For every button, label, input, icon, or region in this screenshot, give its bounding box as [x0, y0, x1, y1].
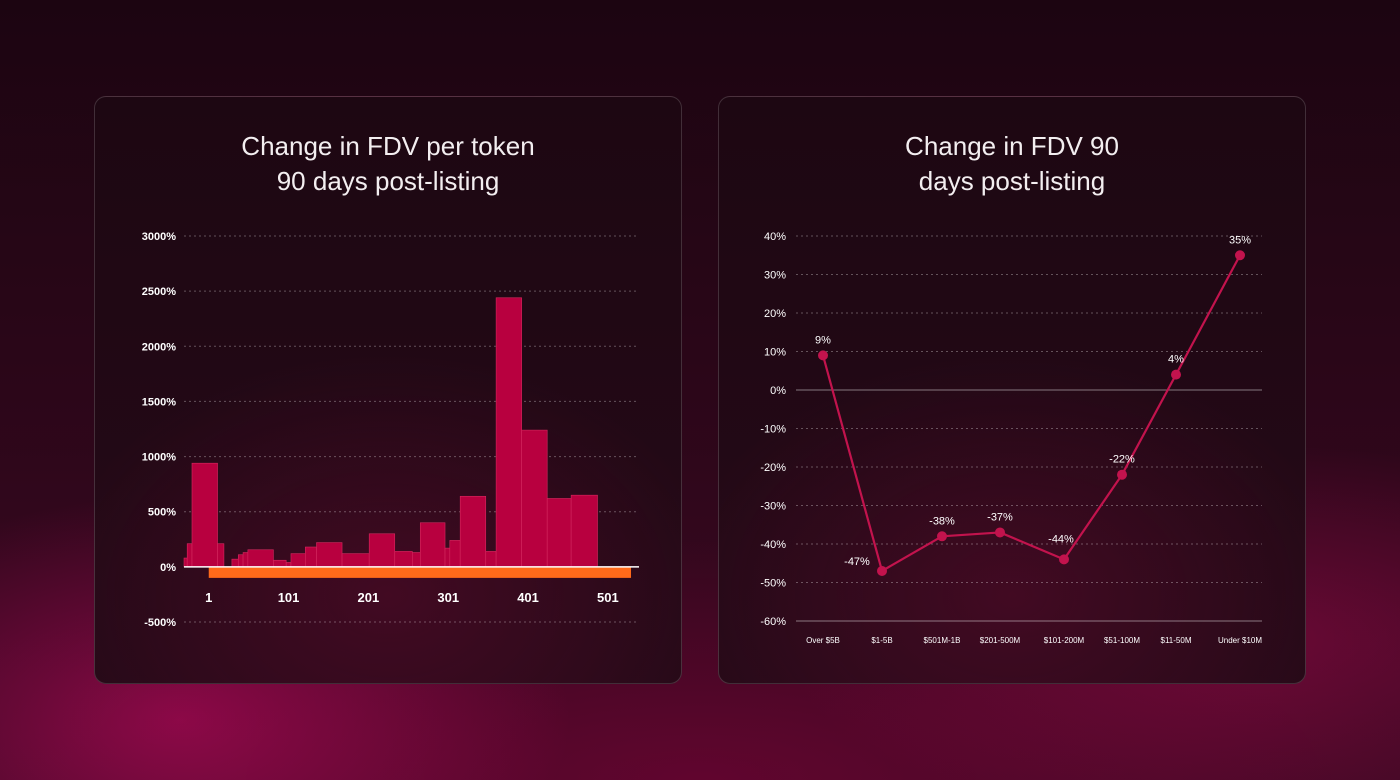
line-chart-point: [995, 527, 1005, 538]
bar-chart-bar: [242, 552, 249, 568]
bar-chart-title-line-2: 90 days post-listing: [276, 166, 500, 196]
bar-chart-bar: [247, 549, 274, 568]
bar-chart-y-tick-label: 3000%: [142, 231, 176, 243]
bar-chart-y-tick-label: 1000%: [142, 452, 176, 464]
line-chart-y-tick-label: -20%: [760, 462, 786, 474]
bar-chart-bar: [444, 547, 451, 568]
line-chart-y-tick-label: -10%: [760, 424, 786, 436]
line-chart-point: [1059, 554, 1069, 565]
bar-chart-bar: [217, 543, 225, 568]
bar-chart-bar: [570, 494, 598, 568]
line-chart-x-tick-label: $11-50M: [1161, 636, 1192, 645]
line-chart-card: Change in FDV 90 days post-listing 40% 30…: [718, 96, 1306, 684]
bar-chart-x-tick-label: 501: [597, 590, 619, 605]
line-chart-y-tick-label: -60%: [760, 616, 786, 628]
line-chart-x-tick-label: $51-100M: [1104, 636, 1140, 645]
line-chart-x-tick-label: Over $5B: [806, 636, 840, 645]
bar-chart-bar: [485, 551, 497, 568]
bar-chart-x-tick-label: 401: [517, 590, 539, 605]
line-chart-point: [937, 531, 947, 542]
line-chart-x-tick-label: $201-500M: [980, 636, 1021, 645]
bar-chart-x-tick-label: 101: [278, 590, 300, 605]
line-chart-data-label: -38%: [929, 515, 955, 527]
bar-chart-bar: [368, 533, 396, 568]
bar-chart-y-tick-label: 2500%: [142, 286, 176, 298]
bar-chart-bar: [419, 522, 446, 568]
line-chart-y-tick-label: 30%: [764, 270, 786, 282]
line-chart-point: [1235, 250, 1245, 261]
bar-chart-y-tick-label: 1500%: [142, 396, 176, 408]
bar-chart-y-tick-label: 500%: [148, 507, 176, 519]
line-chart-data-label: 4%: [1168, 354, 1184, 366]
bar-chart-bar: [183, 557, 188, 568]
line-chart-data-label: -37%: [987, 511, 1013, 523]
bar-chart-bar: [411, 552, 421, 568]
line-chart-y-tick-label: -50%: [760, 578, 786, 590]
line-chart-y-tick-label: 10%: [764, 347, 786, 359]
bar-chart-bar: [449, 540, 461, 568]
bar-chart-bar: [186, 543, 193, 568]
bar-chart: 3000% 2500% 2000% 1500% 1000% 500% 0% -500% 1 101…: [142, 231, 639, 629]
line-chart-x-tick-label: $501M-1B: [924, 636, 961, 645]
bar-chart-bar: [341, 553, 370, 568]
bar-chart-bar: [305, 546, 317, 568]
bar-chart-bar: [394, 551, 413, 568]
line-chart-y-tick-label: -40%: [760, 539, 786, 551]
line-chart-y-tick-label: 0%: [770, 385, 786, 397]
bar-chart-title-line-1: Change in FDV per token: [241, 131, 535, 161]
bar-chart-card: Change in FDV per token 90 days post-lis…: [94, 96, 682, 684]
line-chart-y-tick-label: 40%: [764, 231, 786, 243]
bar-chart-y-tick-label: 0%: [160, 562, 176, 574]
line-chart-data-label: 35%: [1229, 234, 1251, 246]
bar-chart-negative-bar: [208, 566, 632, 578]
bar-chart-bar: [231, 558, 239, 568]
bar-chart-bar: [290, 553, 306, 568]
bar-chart-x-tick-label: 201: [358, 590, 380, 605]
bar-chart-bar: [459, 495, 487, 568]
line-chart-y-tick-label: -30%: [760, 501, 786, 513]
line-chart-point: [1117, 469, 1127, 480]
bar-chart-y-tick-label: 2000%: [142, 341, 176, 353]
bar-chart-x-tick-label: 1: [205, 590, 212, 605]
line-chart-y-tick-label: 20%: [764, 308, 786, 320]
line-chart-point: [877, 565, 887, 576]
line-chart-data-label: -44%: [1048, 533, 1074, 545]
bar-chart-bar: [237, 554, 244, 568]
bar-chart-bar: [191, 462, 218, 568]
bar-chart-bar: [316, 542, 343, 568]
bar-chart-bar: [546, 498, 572, 568]
line-chart-title-line-1: Change in FDV 90: [905, 131, 1119, 161]
line-chart-x-tick-label: $101-200M: [1044, 636, 1085, 645]
line-chart-title: Change in FDV 90 days post-listing: [719, 129, 1305, 199]
line-chart-data-label: -47%: [844, 556, 870, 568]
line-chart-data-label: 9%: [815, 334, 831, 346]
line-chart: 40% 30% 20% 10% 0% -10% -20% -30% -40% -50% -60% Ov…: [760, 231, 1262, 645]
line-chart-data-label: -22%: [1109, 454, 1135, 466]
bar-chart-bar: [273, 559, 287, 568]
bar-chart-bar: [495, 297, 522, 568]
line-chart-point: [1171, 369, 1181, 380]
line-chart-series-line: [821, 254, 1241, 573]
bar-chart-bar: [521, 429, 548, 568]
bar-chart-x-tick-label: 301: [437, 590, 459, 605]
line-chart-point: [818, 350, 828, 361]
bar-chart-title: Change in FDV per token 90 days post-lis…: [95, 129, 681, 199]
line-chart-x-tick-label: $1-5B: [871, 636, 892, 645]
line-chart-title-line-2: days post-listing: [918, 166, 1106, 196]
line-chart-x-tick-label: Under $10M: [1218, 636, 1262, 645]
bar-chart-y-tick-label: -500%: [144, 617, 176, 629]
